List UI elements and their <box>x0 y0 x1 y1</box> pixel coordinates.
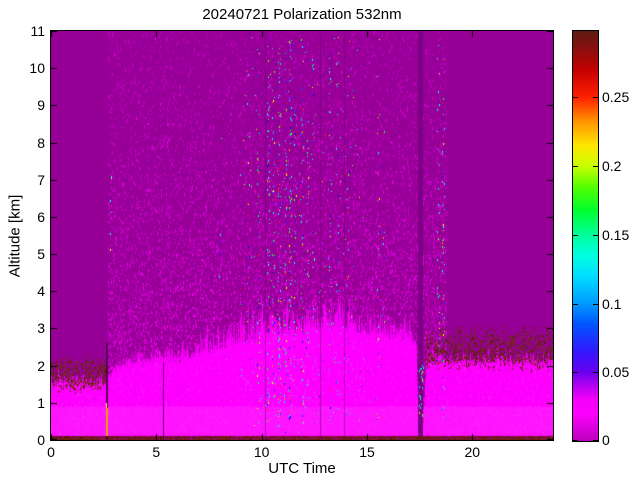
x-tick-label: 10 <box>253 444 270 460</box>
y-tick-label: 8 <box>37 134 45 151</box>
plot-title: 20240721 Polarization 532nm <box>202 6 402 23</box>
y-tick-label: 10 <box>29 60 45 77</box>
colorbar-tick-mark <box>593 97 598 99</box>
x-tick-label: 5 <box>152 444 161 460</box>
y-tick-label: 3 <box>37 320 45 337</box>
x-tick-label: 0 <box>47 444 55 460</box>
colorbar-tick-mark <box>593 303 598 305</box>
y-tick-label: 1 <box>37 394 45 411</box>
colorbar-tick-mark <box>573 166 578 168</box>
colorbar-tick-mark <box>593 166 598 168</box>
y-tick-label: 7 <box>37 171 45 188</box>
colorbar-tick-mark <box>593 440 598 441</box>
y-tick-label: 2 <box>37 357 45 374</box>
y-tick-label: 6 <box>37 208 45 225</box>
colorbar-tick-label: 0.2 <box>602 158 622 175</box>
colorbar-tick-mark <box>573 440 578 441</box>
x-tick-label: 15 <box>359 444 375 460</box>
colorbar-tick-mark <box>593 234 598 236</box>
colorbar-gradient <box>573 31 598 441</box>
colorbar-tick-label: 0.25 <box>602 89 630 106</box>
y-tick-label: 11 <box>30 23 45 39</box>
colorbar-tick-mark <box>573 372 578 374</box>
y-axis-label: Altitude [km] <box>6 194 24 278</box>
colorbar-tick-label: 0 <box>602 432 610 448</box>
colorbar-tick-mark <box>573 303 578 305</box>
y-tick-label: 5 <box>37 246 45 263</box>
colorbar-tick-label: 0.1 <box>602 295 622 312</box>
y-tick-label: 4 <box>37 283 45 300</box>
colorbar-tick-mark <box>593 372 598 374</box>
colorbar <box>572 30 599 442</box>
plot-area <box>50 30 554 441</box>
heatmap-canvas <box>51 31 553 440</box>
x-axis-label: UTC Time <box>268 460 336 477</box>
colorbar-tick-mark <box>573 97 578 99</box>
y-tick-label: 9 <box>37 97 45 114</box>
colorbar-tick-label: 0.15 <box>602 226 630 243</box>
y-tick-label: 0 <box>37 432 45 448</box>
x-tick-label: 20 <box>464 444 481 460</box>
colorbar-tick-mark <box>573 234 578 236</box>
colorbar-tick-label: 0.05 <box>602 364 630 381</box>
